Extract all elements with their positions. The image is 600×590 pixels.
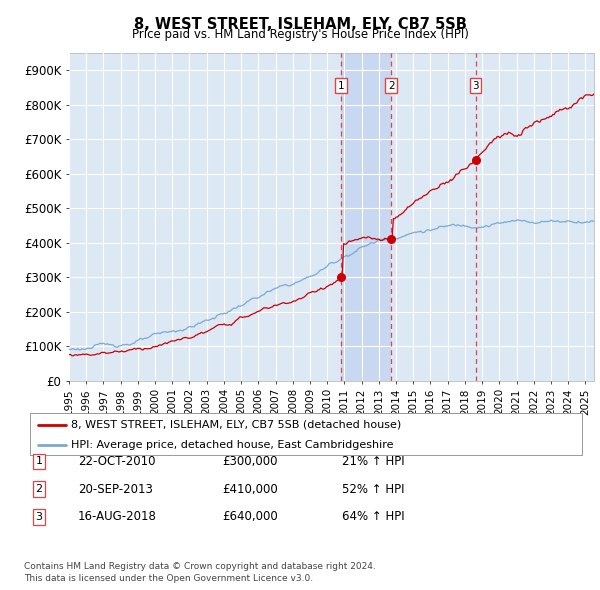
Text: 1: 1 bbox=[338, 81, 344, 91]
Text: 2: 2 bbox=[388, 81, 395, 91]
Text: 52% ↑ HPI: 52% ↑ HPI bbox=[342, 483, 404, 496]
Text: 16-AUG-2018: 16-AUG-2018 bbox=[78, 510, 157, 523]
Text: 2: 2 bbox=[35, 484, 43, 494]
Text: 64% ↑ HPI: 64% ↑ HPI bbox=[342, 510, 404, 523]
Text: 22-OCT-2010: 22-OCT-2010 bbox=[78, 455, 155, 468]
Text: 21% ↑ HPI: 21% ↑ HPI bbox=[342, 455, 404, 468]
Text: 20-SEP-2013: 20-SEP-2013 bbox=[78, 483, 153, 496]
Text: £300,000: £300,000 bbox=[222, 455, 277, 468]
Text: £410,000: £410,000 bbox=[222, 483, 278, 496]
Text: This data is licensed under the Open Government Licence v3.0.: This data is licensed under the Open Gov… bbox=[24, 574, 313, 583]
Text: 8, WEST STREET, ISLEHAM, ELY, CB7 5SB: 8, WEST STREET, ISLEHAM, ELY, CB7 5SB bbox=[134, 17, 466, 31]
Text: 1: 1 bbox=[35, 457, 43, 466]
Text: HPI: Average price, detached house, East Cambridgeshire: HPI: Average price, detached house, East… bbox=[71, 440, 394, 450]
Text: 3: 3 bbox=[35, 512, 43, 522]
Text: 8, WEST STREET, ISLEHAM, ELY, CB7 5SB (detached house): 8, WEST STREET, ISLEHAM, ELY, CB7 5SB (d… bbox=[71, 420, 401, 430]
Text: Contains HM Land Registry data © Crown copyright and database right 2024.: Contains HM Land Registry data © Crown c… bbox=[24, 562, 376, 571]
Text: £640,000: £640,000 bbox=[222, 510, 278, 523]
Bar bbox=[341, 53, 391, 381]
Text: 3: 3 bbox=[472, 81, 479, 91]
Text: Price paid vs. HM Land Registry's House Price Index (HPI): Price paid vs. HM Land Registry's House … bbox=[131, 28, 469, 41]
